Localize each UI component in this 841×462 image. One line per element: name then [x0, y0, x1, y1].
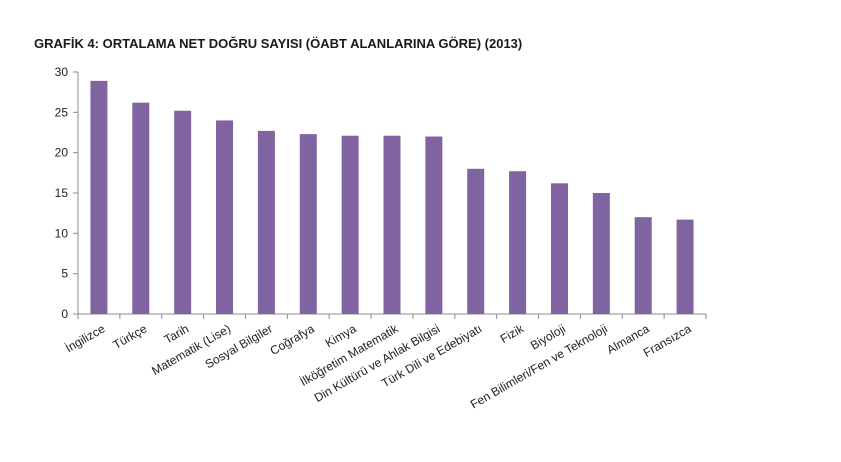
bar: [425, 136, 443, 314]
bar: [550, 183, 568, 314]
y-tick-label: 30: [55, 65, 69, 79]
bar: [467, 168, 485, 314]
y-tick-label: 0: [61, 307, 68, 321]
bar: [90, 80, 108, 314]
x-category-label: Coğrafya: [268, 321, 317, 358]
bar: [676, 219, 694, 314]
x-category-label: Fizik: [498, 321, 527, 346]
bar: [509, 171, 527, 314]
y-tick-label: 15: [55, 186, 69, 200]
x-category-label: Fransızca: [641, 321, 694, 360]
bar: [132, 102, 150, 314]
bar: [299, 134, 317, 314]
bar: [383, 135, 401, 314]
bar: [592, 193, 610, 314]
y-tick-label: 20: [55, 146, 69, 160]
bar: [634, 217, 652, 314]
y-tick-label: 25: [55, 105, 69, 119]
bar: [174, 110, 192, 314]
bar: [341, 135, 359, 314]
y-tick-label: 10: [55, 226, 69, 240]
chart-title: GRAFİK 4: ORTALAMA NET DOĞRU SAYISI (ÖAB…: [34, 36, 523, 51]
x-category-label: Tarih: [162, 321, 192, 346]
y-tick-label: 5: [61, 267, 68, 281]
x-category-label: Türkçe: [111, 321, 150, 352]
x-category-label: İngilizce: [63, 321, 108, 355]
bar: [216, 120, 234, 315]
bar: [257, 130, 275, 314]
